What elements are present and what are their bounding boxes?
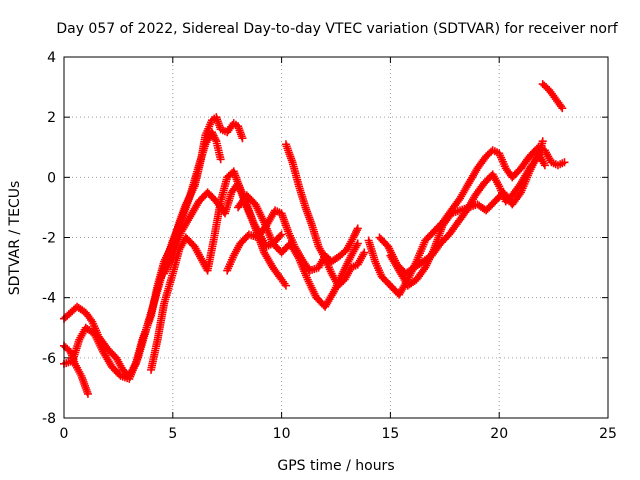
data-points (60, 80, 569, 398)
data-point (83, 389, 92, 398)
data-point (351, 229, 360, 238)
data-point (349, 233, 358, 242)
data-point (352, 226, 361, 235)
data-point (556, 102, 565, 111)
series-track-g (234, 191, 362, 311)
y-tick-label: 2 (47, 110, 56, 126)
y-axis-label: SDTVAR / TECUs (7, 181, 23, 296)
x-axis-label: GPS time / hours (277, 458, 394, 474)
x-tick-label: 10 (273, 426, 291, 442)
data-point (277, 230, 286, 239)
data-point (352, 228, 361, 237)
series-track-l (538, 80, 567, 113)
data-point (216, 155, 225, 164)
data-point (210, 133, 219, 142)
x-tick-label: 20 (490, 426, 508, 442)
x-axis-ticks: 0 5 10 15 20 25 (60, 57, 617, 442)
data-point (207, 128, 216, 137)
data-point (360, 248, 369, 257)
data-point (540, 161, 549, 170)
data-point (281, 281, 290, 290)
data-point (276, 231, 285, 240)
x-tick-label: 5 (168, 426, 177, 442)
x-tick-label: 0 (60, 426, 69, 442)
y-tick-label: -4 (42, 291, 56, 307)
y-tick-label: -2 (42, 231, 56, 247)
data-point (538, 137, 547, 146)
y-tick-label: 4 (47, 50, 56, 66)
y-tick-label: 0 (47, 170, 56, 186)
data-point (209, 131, 218, 140)
data-point (558, 104, 567, 113)
data-point (560, 158, 569, 167)
plot-frame (63, 56, 609, 419)
data-point (353, 224, 362, 233)
data-point (211, 135, 220, 144)
series-track-h (281, 140, 369, 290)
y-tick-label: -8 (42, 411, 56, 427)
x-tick-label: 25 (599, 426, 617, 442)
series-track-k (386, 149, 549, 290)
data-point (208, 130, 217, 139)
data-point (353, 239, 362, 248)
data-point (238, 134, 247, 143)
chart-title: Day 057 of 2022, Sidereal Day-to-day VTE… (56, 21, 618, 37)
x-tick-label: 15 (381, 426, 399, 442)
data-point (350, 231, 359, 240)
y-tick-label: -6 (42, 351, 56, 367)
y-axis-ticks: -8 -6 -4 -2 0 2 4 (42, 50, 608, 427)
